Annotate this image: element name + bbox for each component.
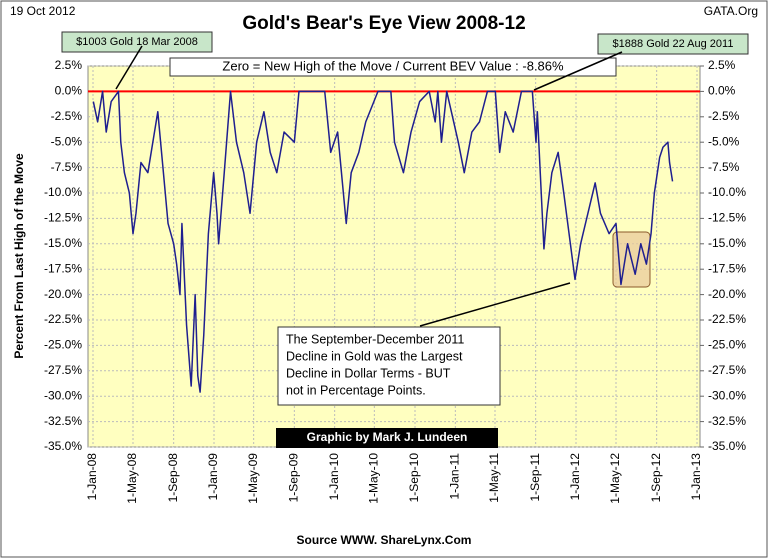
chart-title: Gold's Bear's Eye View 2008-12 bbox=[242, 13, 525, 34]
y2-tick-label: -17.5% bbox=[708, 261, 746, 275]
x-tick-label: 1-May-10 bbox=[367, 453, 381, 504]
x-tick-label: 1-May-09 bbox=[246, 453, 260, 504]
x-tick-label: 1-May-11 bbox=[487, 453, 501, 503]
site-label: GATA.Org bbox=[704, 4, 758, 18]
y-tick-label: -35.0% bbox=[44, 439, 82, 453]
source: Source WWW. ShareLynx.Com bbox=[297, 533, 472, 547]
y-tick-label: -22.5% bbox=[44, 312, 82, 326]
annotation-line: not in Percentage Points. bbox=[286, 383, 426, 397]
annotation: $1888 Gold 22 Aug 2011 bbox=[613, 38, 734, 50]
x-tick-label: 1-Sep-08 bbox=[166, 453, 180, 503]
annotation-line: The September-December 2011 bbox=[286, 332, 464, 346]
x-tick-label: 1-Jan-12 bbox=[568, 453, 582, 501]
y2-tick-label: -20.0% bbox=[708, 287, 746, 301]
y2-tick-label: -22.5% bbox=[708, 312, 746, 326]
annotation-box bbox=[597, 33, 749, 55]
arrow bbox=[419, 282, 571, 327]
credit: Graphic by Mark J. Lundeen bbox=[307, 430, 468, 444]
date-label: 19 Oct 2012 bbox=[10, 4, 76, 18]
y-tick-label: 2.5% bbox=[55, 58, 83, 72]
y-tick-label: -17.5% bbox=[44, 261, 82, 275]
x-tick-label: 1-May-12 bbox=[608, 453, 622, 504]
x-tick-label: 1-Sep-11 bbox=[528, 453, 542, 502]
annotation: Zero = New High of the Move / Current BE… bbox=[222, 58, 564, 73]
y-tick-label: -25.0% bbox=[44, 338, 82, 352]
x-tick-label: 1-Sep-10 bbox=[407, 453, 421, 503]
y2-tick-label: -30.0% bbox=[708, 388, 746, 402]
y-tick-label: -32.5% bbox=[44, 414, 82, 428]
y2-tick-label: 2.5% bbox=[708, 58, 736, 72]
arrow bbox=[115, 45, 143, 90]
x-tick-label: 1-Jan-13 bbox=[689, 453, 703, 501]
x-tick-label: 1-Jan-09 bbox=[206, 453, 220, 501]
annotation-box bbox=[169, 57, 617, 77]
arrow bbox=[533, 51, 623, 91]
y2-tick-label: -2.5% bbox=[708, 109, 740, 123]
y-tick-label: -15.0% bbox=[44, 236, 82, 250]
credit-box bbox=[276, 428, 498, 448]
x-tick-label: 1-Jan-10 bbox=[327, 453, 341, 501]
x-tick-label: 1-May-08 bbox=[125, 453, 139, 504]
y2-tick-label: -7.5% bbox=[708, 160, 740, 174]
y-tick-label: -27.5% bbox=[44, 363, 82, 377]
annotation: $1003 Gold 18 Mar 2008 bbox=[76, 36, 198, 48]
y2-tick-label: -5.0% bbox=[708, 134, 740, 148]
x-tick-label: 1-Sep-09 bbox=[287, 453, 301, 503]
annotation-box bbox=[277, 326, 501, 406]
x-tick-label: 1-Sep-12 bbox=[649, 453, 663, 503]
y-tick-label: -30.0% bbox=[44, 388, 82, 402]
y-tick-label: -2.5% bbox=[51, 109, 83, 123]
y2-tick-label: -12.5% bbox=[708, 211, 746, 225]
y2-tick-label: -15.0% bbox=[708, 236, 746, 250]
y-axis-label: Percent From Last High of the Move bbox=[12, 153, 26, 359]
y2-tick-label: -10.0% bbox=[708, 185, 746, 199]
x-tick-label: 1-Jan-08 bbox=[85, 453, 99, 501]
y-tick-label: -10.0% bbox=[44, 185, 82, 199]
annotation-line: Decline in Dollar Terms - BUT bbox=[286, 366, 451, 380]
y2-tick-label: -35.0% bbox=[708, 439, 746, 453]
y-tick-label: -7.5% bbox=[51, 160, 83, 174]
x-tick-label: 1-Jan-11 bbox=[448, 453, 462, 500]
y2-tick-label: -27.5% bbox=[708, 363, 746, 377]
annotation-line: Decline in Gold was the Largest bbox=[286, 349, 463, 363]
y-tick-label: 0.0% bbox=[55, 84, 83, 98]
y2-tick-label: -32.5% bbox=[708, 414, 746, 428]
annotation-box bbox=[61, 31, 213, 53]
y-tick-label: -20.0% bbox=[44, 287, 82, 301]
y2-tick-label: -25.0% bbox=[708, 338, 746, 352]
data-line bbox=[92, 90, 674, 393]
y-tick-label: -5.0% bbox=[51, 134, 83, 148]
y2-tick-label: 0.0% bbox=[708, 84, 736, 98]
y-tick-label: -12.5% bbox=[44, 211, 82, 225]
